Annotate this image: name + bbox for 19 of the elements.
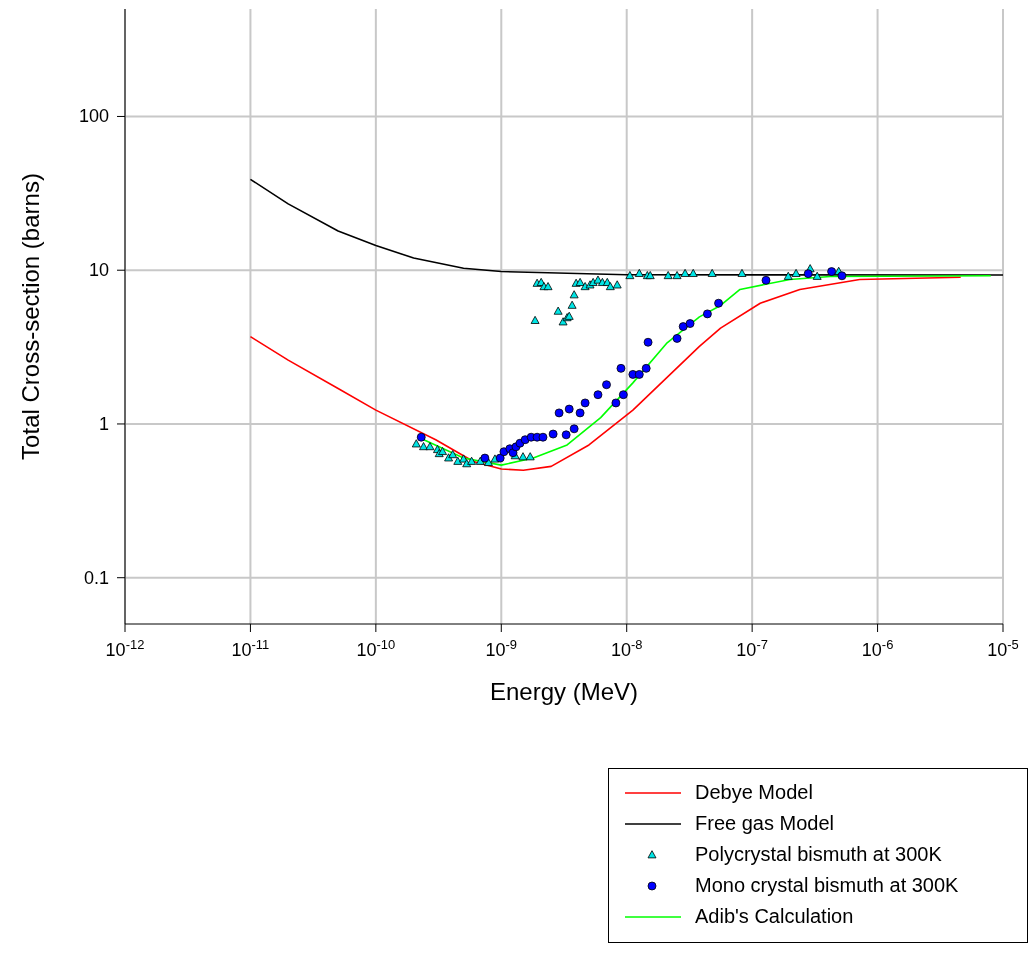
x-tick-label: 10$^{-9}$	[485, 636, 518, 660]
x-tick-label: 10$^{-8}$	[610, 636, 643, 660]
y-axis-title: Total Cross-section (barns)	[16, 173, 44, 460]
x-tick-label: 10$^{-7}$	[736, 636, 768, 660]
x-tick-label: 10$^{-6}$	[861, 636, 894, 660]
legend-label: Polycrystal bismuth at 300K	[695, 843, 942, 866]
legend-label: Debye Model	[695, 781, 813, 804]
x-tick-label: 10$^{-12}$	[105, 636, 145, 660]
x-tick-label: 10$^{-10}$	[356, 636, 396, 660]
y-tick-label: 0.1	[83, 567, 109, 588]
x-tick-label: 10$^{-5}$	[987, 636, 1019, 660]
y-tick-label: 1	[98, 413, 109, 434]
legend-label: Free gas Model	[695, 812, 834, 835]
legend-label: Adib's Calculation	[695, 905, 854, 928]
y-tick-label: 100	[78, 106, 109, 127]
x-tick-label: 10$^{-11}$	[231, 636, 270, 660]
y-tick-label: 10	[88, 260, 109, 281]
legend-label: Mono crystal bismuth at 300K	[695, 874, 959, 897]
x-axis-title: Energy (MeV)	[489, 678, 639, 705]
